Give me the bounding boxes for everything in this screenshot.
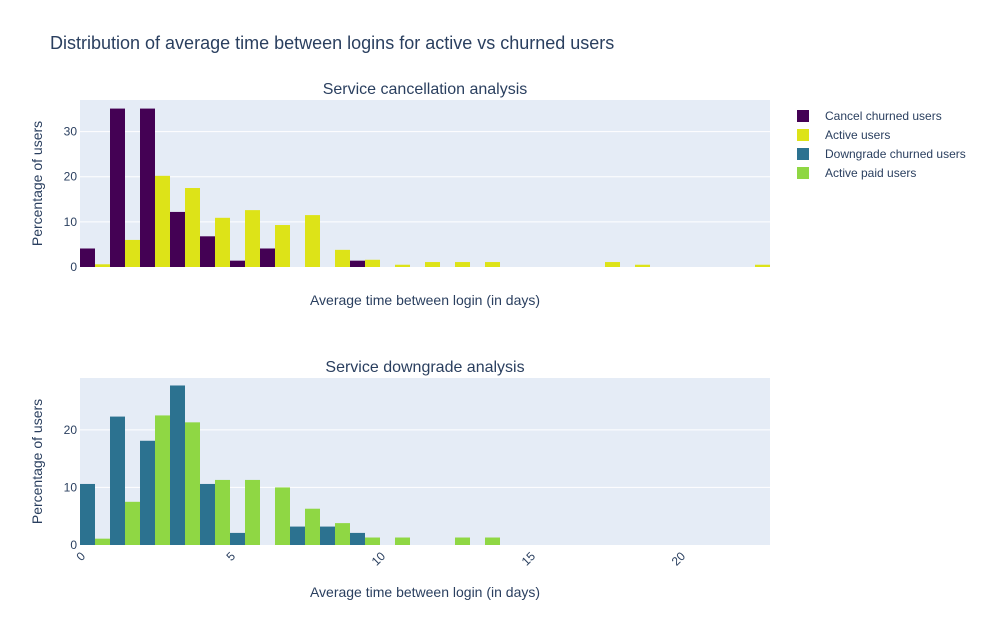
bar bbox=[215, 479, 230, 545]
bar bbox=[290, 526, 305, 545]
bar bbox=[200, 483, 215, 545]
bar bbox=[485, 537, 500, 545]
bar bbox=[155, 175, 170, 267]
bar bbox=[335, 523, 350, 545]
bar bbox=[80, 248, 95, 267]
bar bbox=[275, 225, 290, 267]
bar bbox=[185, 188, 200, 267]
x-axis-label: Average time between login (in days) bbox=[310, 584, 540, 600]
bar bbox=[140, 108, 155, 267]
y-tick-label: 0 bbox=[70, 538, 77, 552]
x-tick-label: 20 bbox=[669, 549, 689, 569]
legend: Cancel churned users Active users Downgr… bbox=[797, 106, 966, 182]
bar bbox=[275, 487, 290, 545]
y-tick-label: 10 bbox=[64, 215, 78, 229]
bar bbox=[110, 416, 125, 545]
legend-label: Active paid users bbox=[825, 165, 917, 180]
bar bbox=[605, 262, 620, 267]
bar bbox=[170, 211, 185, 267]
bar bbox=[95, 264, 110, 267]
bar bbox=[305, 508, 320, 545]
bar bbox=[365, 537, 380, 545]
main-title: Distribution of average time between log… bbox=[50, 33, 615, 53]
x-tick-label: 5 bbox=[223, 549, 238, 564]
y-axis-label: Percentage of users bbox=[29, 121, 45, 246]
legend-swatch bbox=[797, 147, 809, 160]
x-tick-label: 10 bbox=[369, 549, 389, 569]
legend-item-active-paid[interactable]: Active paid users bbox=[797, 163, 966, 182]
bar bbox=[110, 108, 125, 267]
bar bbox=[260, 248, 275, 267]
bar bbox=[755, 264, 770, 267]
bar bbox=[125, 239, 140, 267]
subplot-title: Service cancellation analysis bbox=[323, 81, 528, 98]
bar bbox=[395, 264, 410, 267]
legend-swatch bbox=[797, 128, 809, 141]
legend-item-downgrade-churned[interactable]: Downgrade churned users bbox=[797, 144, 966, 163]
y-tick-label: 10 bbox=[64, 480, 78, 494]
bar bbox=[425, 262, 440, 267]
y-axis-label: Percentage of users bbox=[29, 399, 45, 524]
legend-swatch bbox=[797, 166, 809, 179]
legend-item-cancel-churned[interactable]: Cancel churned users bbox=[797, 106, 966, 125]
bar bbox=[215, 217, 230, 267]
bar bbox=[395, 537, 410, 545]
bar bbox=[170, 385, 185, 545]
legend-swatch bbox=[797, 109, 809, 122]
bar bbox=[455, 537, 470, 545]
bar bbox=[350, 532, 365, 545]
x-tick-label: 15 bbox=[519, 549, 539, 569]
y-tick-label: 20 bbox=[64, 423, 78, 437]
legend-label: Active users bbox=[825, 127, 891, 142]
bar bbox=[230, 260, 245, 267]
y-tick-label: 30 bbox=[64, 125, 78, 139]
bar bbox=[245, 479, 260, 545]
bar bbox=[80, 483, 95, 545]
bar bbox=[485, 262, 500, 267]
legend-label: Downgrade churned users bbox=[825, 146, 966, 161]
y-tick-label: 20 bbox=[64, 170, 78, 184]
bar bbox=[230, 532, 245, 545]
bar bbox=[95, 538, 110, 545]
legend-label: Cancel churned users bbox=[825, 108, 942, 123]
y-tick-label: 0 bbox=[70, 260, 77, 274]
bar bbox=[365, 259, 380, 267]
bar bbox=[200, 236, 215, 267]
bar bbox=[635, 264, 650, 267]
bar bbox=[140, 440, 155, 545]
bar bbox=[335, 249, 350, 267]
bar bbox=[455, 262, 470, 267]
bar bbox=[305, 215, 320, 267]
x-axis-label: Average time between login (in days) bbox=[310, 292, 540, 308]
bar bbox=[125, 501, 140, 545]
bar bbox=[245, 210, 260, 267]
bar bbox=[155, 415, 170, 545]
subplot-title: Service downgrade analysis bbox=[325, 359, 524, 376]
bar bbox=[350, 260, 365, 267]
legend-item-active-users[interactable]: Active users bbox=[797, 125, 966, 144]
bar bbox=[185, 422, 200, 545]
bar bbox=[320, 526, 335, 545]
x-tick-label: 0 bbox=[73, 549, 88, 564]
